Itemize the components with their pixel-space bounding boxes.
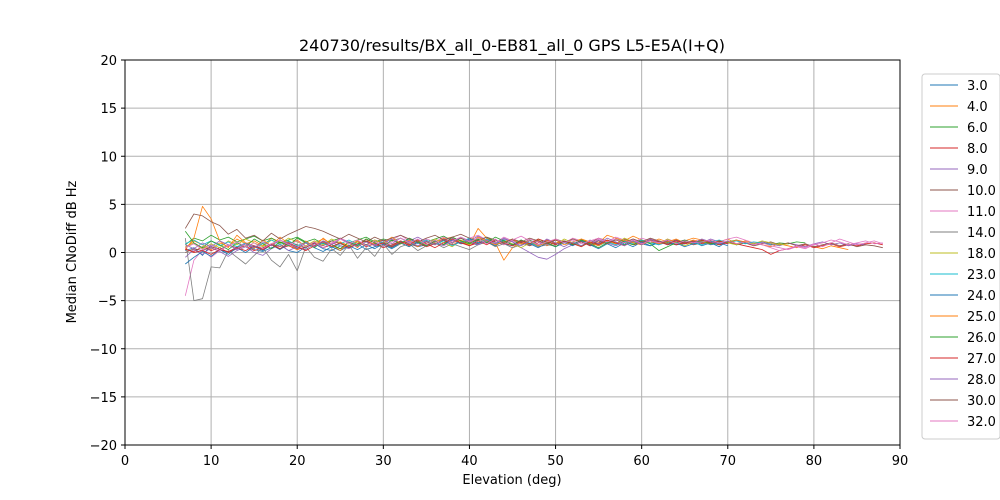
y-tick-label: 20 — [100, 54, 117, 69]
series-line-14-0 — [184, 238, 556, 302]
x-tick-label: 60 — [633, 454, 650, 469]
legend-label: 10.0 — [967, 184, 996, 199]
x-tick-label: 90 — [892, 454, 909, 469]
y-tick-label: 0 — [109, 247, 117, 262]
x-tick-label: 80 — [806, 454, 823, 469]
legend-label: 24.0 — [967, 289, 996, 304]
series-line-30-0 — [184, 213, 694, 246]
series-lines — [184, 205, 883, 302]
x-axis-title: Elevation (deg) — [462, 473, 561, 488]
legend-label: 28.0 — [967, 373, 996, 388]
series-line-24-0 — [185, 238, 728, 265]
x-tick-label: 50 — [547, 454, 564, 469]
legend-label: 3.0 — [967, 79, 988, 94]
legend-label: 30.0 — [967, 394, 996, 409]
x-tick-label: 10 — [203, 454, 220, 469]
x-tick-label: 0 — [121, 454, 129, 469]
legend-label: 4.0 — [967, 100, 988, 115]
x-tick-label: 40 — [461, 454, 478, 469]
legend: 3.0 4.0 6.0 8.0 9.0 10.0 11.0 14.0 18.0 23.0 24.0 2… — [921, 73, 1000, 440]
series-line-32-0 — [185, 235, 883, 252]
y-tick-label: −10 — [90, 343, 117, 358]
y-tick-label: −15 — [90, 391, 117, 406]
legend-label: 9.0 — [967, 163, 988, 178]
legend-label: 23.0 — [967, 268, 996, 283]
y-tick-label: 10 — [100, 150, 117, 165]
series-line-27-0 — [185, 238, 728, 255]
legend-label: 11.0 — [967, 205, 996, 220]
legend-label: 6.0 — [967, 121, 988, 136]
y-tick-label: −20 — [90, 439, 117, 454]
grid — [124, 59, 901, 446]
legend-label: 27.0 — [967, 352, 996, 367]
legend-label: 8.0 — [967, 142, 988, 157]
legend-label: 26.0 — [967, 331, 996, 346]
series-line-28-0 — [185, 236, 728, 251]
x-tick-label: 20 — [289, 454, 306, 469]
legend-label: 18.0 — [967, 247, 996, 262]
legend-box — [921, 73, 1000, 440]
y-tick-label: 5 — [109, 198, 117, 213]
chart-title: 240730/results/BX_all_0-EB81_all_0 GPS L… — [299, 36, 725, 56]
x-tick-label: 30 — [375, 454, 392, 469]
y-tick-label: 15 — [100, 102, 117, 117]
y-axis-title: Median CNoDiff dB Hz — [65, 180, 80, 323]
legend-label: 32.0 — [967, 415, 996, 430]
legend-label: 14.0 — [967, 226, 996, 241]
legend-label: 25.0 — [967, 310, 996, 325]
x-tick-label: 70 — [720, 454, 737, 469]
y-tick-label: −5 — [98, 295, 117, 310]
